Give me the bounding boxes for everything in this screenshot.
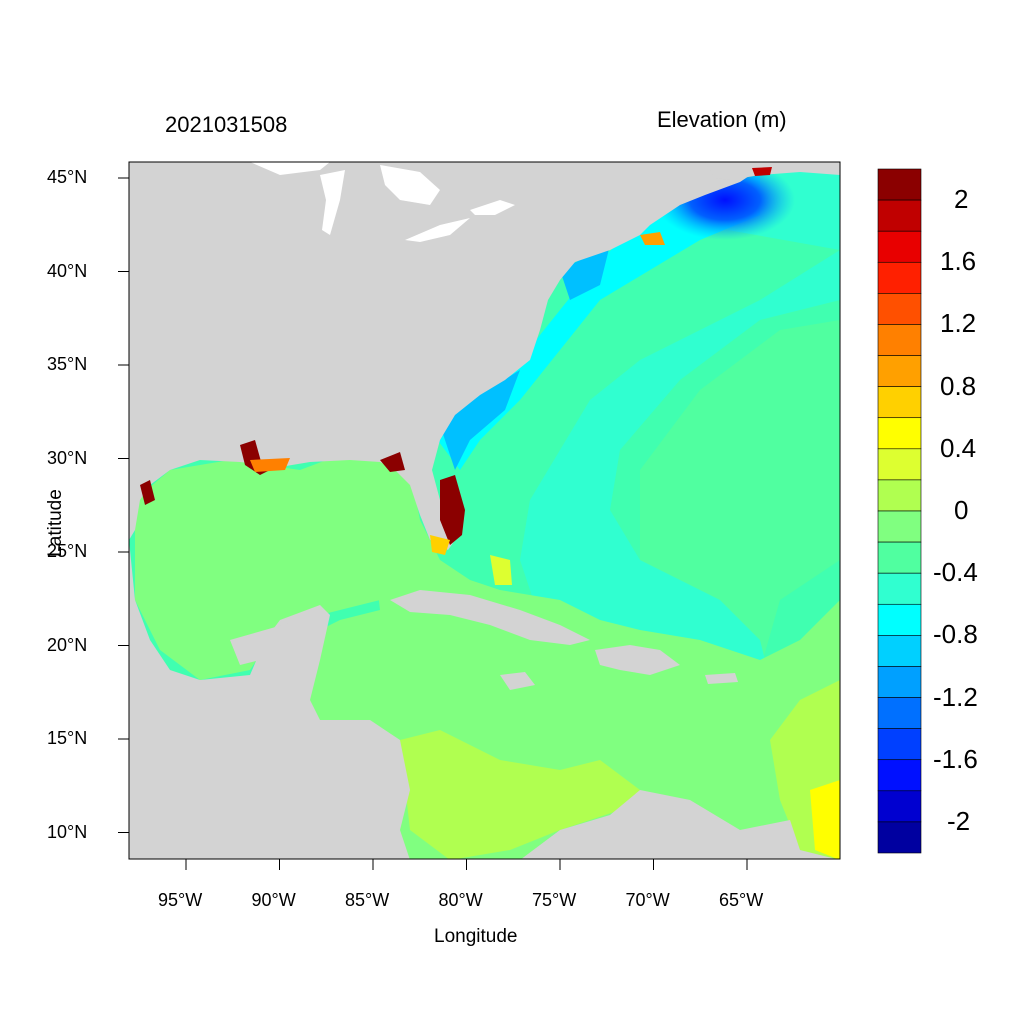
colorbar-segment [877, 572, 922, 605]
map-panel [129, 162, 840, 859]
lat-tick-label: 35°N [47, 354, 88, 374]
colorbar-segment [877, 293, 922, 325]
lon-tick-label: 80°W [438, 890, 483, 910]
central-america-land [129, 540, 410, 859]
x-axis-label: Longitude [434, 926, 518, 947]
yucatan-land [230, 620, 300, 665]
florida-keys-high [430, 535, 450, 555]
colorbar-segment [877, 199, 922, 232]
colorbar-segment [877, 635, 922, 667]
colorbar-segment [877, 603, 922, 636]
cuba-land [390, 590, 590, 645]
colorbar-label: -2 [947, 805, 971, 836]
colorbar-segment [877, 168, 922, 201]
lon-tick-marks [185, 859, 748, 870]
colorbar-segment [877, 697, 922, 729]
colorbar-segment [877, 448, 922, 481]
puerto-rico-land [705, 673, 738, 684]
colorbar-title: Elevation (m) [657, 107, 787, 132]
colorbar-segment [877, 759, 922, 792]
colorbar-segment [877, 728, 922, 761]
lat-tick-label: 25°N [47, 541, 88, 561]
texas-surge [140, 480, 155, 505]
lon-tick-label: 75°W [532, 890, 577, 910]
cape-cod-high [640, 232, 665, 245]
louisiana-orange [250, 458, 290, 472]
east-caribbean-high [810, 780, 840, 859]
colorbar-segment [877, 510, 922, 543]
lon-tick-label: 85°W [345, 890, 390, 910]
colorbar-segment [877, 324, 922, 356]
colorbar-segment [877, 230, 922, 263]
colorbar-label: -0.8 [933, 619, 978, 650]
lake-huron [380, 165, 440, 205]
colorbar-label: 1.6 [940, 246, 977, 277]
colorbar-segment [877, 666, 922, 698]
colorbar-segment [877, 479, 922, 512]
colorbar-segment [877, 821, 922, 854]
lat-tick-label: 20°N [47, 634, 88, 655]
coastal-blue [440, 370, 520, 470]
colorbar-label: 1.2 [940, 308, 977, 339]
hispaniola-land [595, 645, 680, 675]
colorbar-label: -1.2 [933, 681, 978, 712]
lon-tick-label: 70°W [625, 890, 670, 910]
colorbar-segment [877, 261, 922, 294]
lat-tick-label: 45°N [47, 167, 88, 187]
north-america-land [129, 162, 760, 550]
florida-surge [440, 475, 465, 545]
lat-tick-label: 30°N [47, 447, 88, 468]
gulf-of-mexico [135, 455, 420, 680]
lake-ontario [470, 200, 515, 215]
nova-scotia-surge [752, 167, 772, 176]
lake-michigan [320, 170, 345, 235]
colorbar [877, 168, 922, 854]
lon-tick-label: 65°W [719, 890, 764, 910]
lake-superior [250, 162, 330, 175]
colorbar-label: 2 [954, 184, 969, 215]
colombia-basin [400, 730, 640, 859]
colorbar-label: -1.6 [933, 743, 978, 774]
lon-tick-label: 95°W [158, 890, 203, 910]
colorbar-segment [877, 790, 922, 823]
colorbar-label: -0.4 [933, 557, 978, 588]
lat-tick-marks [118, 177, 129, 833]
lat-tick-label: 15°N [47, 728, 88, 748]
shelf-water [520, 165, 840, 690]
colorbar-label: 0 [954, 495, 969, 525]
lake-erie [405, 218, 470, 242]
colorbar-segment [877, 541, 922, 574]
date-label: 2021031508 [165, 112, 288, 137]
colorbar-segment [877, 386, 922, 419]
jamaica-land [500, 672, 535, 690]
maritimes-land [705, 162, 840, 180]
colorbar-label: 0.8 [940, 370, 977, 401]
midatlantic-blue [560, 245, 610, 300]
colorbar-label: 0.4 [940, 432, 977, 463]
lat-tick-label: 40°N [47, 260, 88, 281]
map-frame [128, 161, 841, 860]
lat-tick-label: 10°N [47, 821, 88, 842]
bigbend-surge [380, 452, 405, 472]
colorbar-segment [877, 417, 922, 450]
coastal-cyan [430, 175, 760, 470]
bahamas-high [490, 555, 512, 585]
south-america-land [521, 790, 836, 859]
lon-tick-label: 90°W [251, 890, 296, 910]
colorbar-segment [877, 355, 922, 387]
